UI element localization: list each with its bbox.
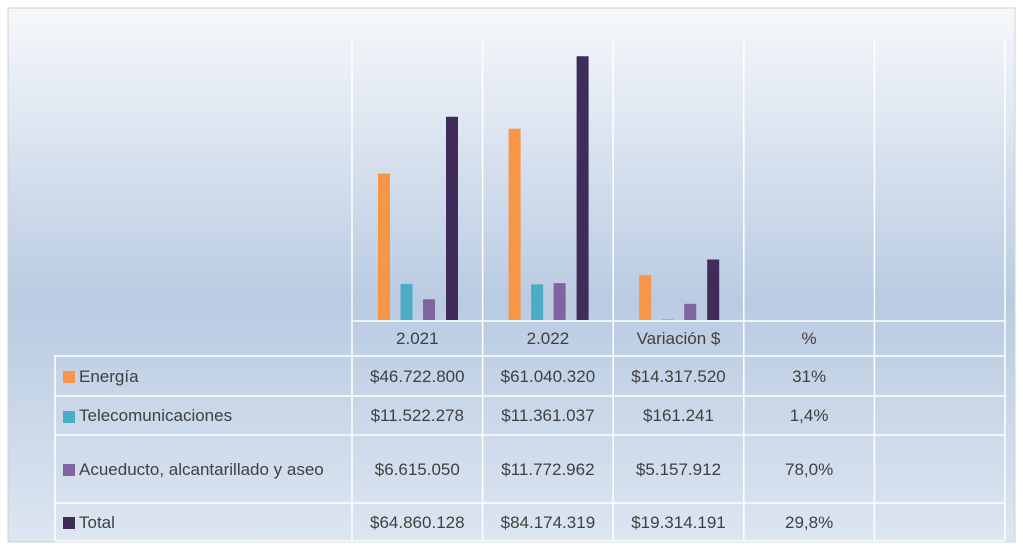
- bar: [423, 299, 435, 320]
- legend-item: Energía: [63, 366, 139, 387]
- value-label: $6.615.050: [374, 459, 460, 479]
- bar: [684, 303, 697, 320]
- category-label: [874, 322, 1005, 355]
- bar: [553, 283, 566, 320]
- category-label: 2.022: [526, 329, 570, 348]
- legend-key: [63, 464, 75, 477]
- legend-entry: Acueducto, alcantarillado y aseo: [55, 436, 352, 502]
- value-label: $14.317.520: [631, 366, 726, 386]
- legend-label: Acueducto, alcantarillado y aseo: [79, 459, 324, 479]
- legend-entry: Energía: [55, 357, 352, 395]
- legend-key: [63, 371, 75, 384]
- value-label: $19.314.191: [631, 512, 726, 532]
- value-label: 31%: [792, 366, 827, 386]
- legend-entry: Total: [55, 504, 352, 540]
- value-label: $84.174.319: [500, 512, 596, 532]
- legend-key: [63, 410, 75, 423]
- category-label: 2.021: [396, 329, 439, 348]
- legend-label: Telecomunicaciones: [79, 406, 233, 425]
- value-label: $5.157.912: [635, 459, 722, 479]
- category-label: Variación $: [636, 329, 721, 348]
- bar: [576, 56, 589, 321]
- bar: [446, 116, 458, 320]
- bar: [508, 128, 521, 320]
- value-label: $11.522.278: [370, 406, 464, 425]
- value-label: 29,8%: [784, 512, 834, 532]
- value-label: [874, 436, 1005, 502]
- bar: [661, 319, 674, 320]
- legend-item: Telecomunicaciones: [63, 405, 232, 426]
- legend-label: Energía: [79, 366, 139, 386]
- legend-key: [63, 517, 75, 530]
- value-label: $11.772.962: [501, 459, 595, 479]
- bar: [400, 283, 413, 320]
- value-label: [874, 357, 1005, 395]
- value-label: 1,4%: [789, 406, 829, 425]
- legend-entry: Telecomunicaciones: [55, 397, 352, 434]
- value-label: $61.040.320: [500, 366, 596, 386]
- value-label: $64.860.128: [370, 512, 465, 532]
- value-label: $46.722.800: [370, 366, 465, 386]
- value-label: [874, 504, 1005, 540]
- bar: [378, 173, 390, 320]
- value-label: [874, 397, 1005, 434]
- legend-item: Total: [63, 512, 115, 533]
- bar: [639, 275, 652, 320]
- value-label: $11.361.037: [501, 406, 595, 425]
- category-label: %: [801, 329, 817, 348]
- value-label: $161.241: [643, 406, 714, 425]
- bar: [531, 284, 544, 320]
- bar: [707, 259, 720, 320]
- legend-label: Total: [79, 512, 115, 532]
- value-label: 78,0%: [784, 459, 834, 479]
- legend-item: Acueducto, alcantarillado y aseo: [63, 459, 324, 480]
